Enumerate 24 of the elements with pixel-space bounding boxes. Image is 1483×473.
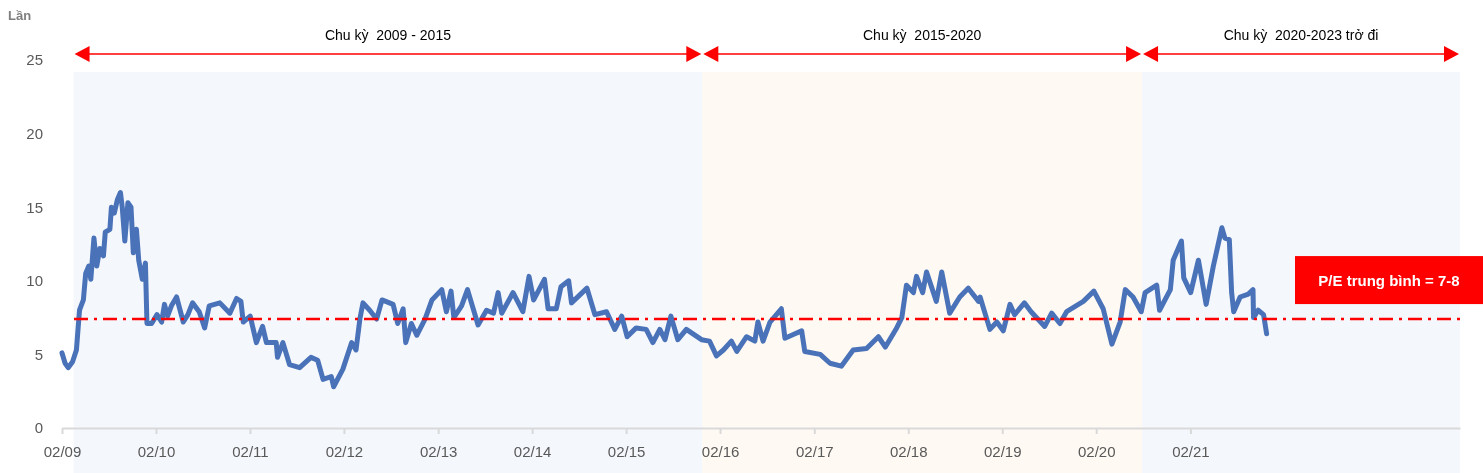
ref-line-label: P/E trung bình = 7-8 (1318, 272, 1460, 290)
x-tick-label: 02/14 (513, 442, 552, 460)
x-tick-label: 02/11 (232, 442, 269, 460)
y-tick-label: 25 (26, 51, 43, 69)
y-axis-title: Lần (8, 8, 32, 23)
band-label: Chu kỳ 2020-2023 trở đi (1223, 27, 1379, 43)
y-tick-label: 20 (26, 124, 43, 142)
x-tick-label: 02/20 (1077, 442, 1116, 460)
x-tick-label: 02/10 (137, 442, 176, 460)
band-label: Chu kỳ 2009 - 2015 (324, 27, 452, 43)
x-tick-label: 02/13 (419, 442, 458, 460)
y-tick-label: 15 (26, 198, 43, 216)
x-tick-label: 02/16 (701, 442, 740, 460)
band-label: Chu kỳ 2015-2020 (863, 27, 982, 43)
x-tick-label: 02/19 (983, 442, 1022, 460)
x-tick-label: 02/21 (1172, 442, 1210, 460)
x-tick-label: 02/15 (607, 442, 646, 460)
x-tick-label: 02/09 (43, 442, 82, 460)
y-tick-label: 10 (26, 272, 43, 290)
y-tick-label: 0 (34, 419, 43, 437)
x-tick-label: 02/12 (325, 442, 364, 460)
y-tick-label: 5 (34, 345, 43, 363)
x-tick-label: 02/18 (889, 442, 928, 460)
x-tick-label: 02/17 (796, 442, 834, 460)
